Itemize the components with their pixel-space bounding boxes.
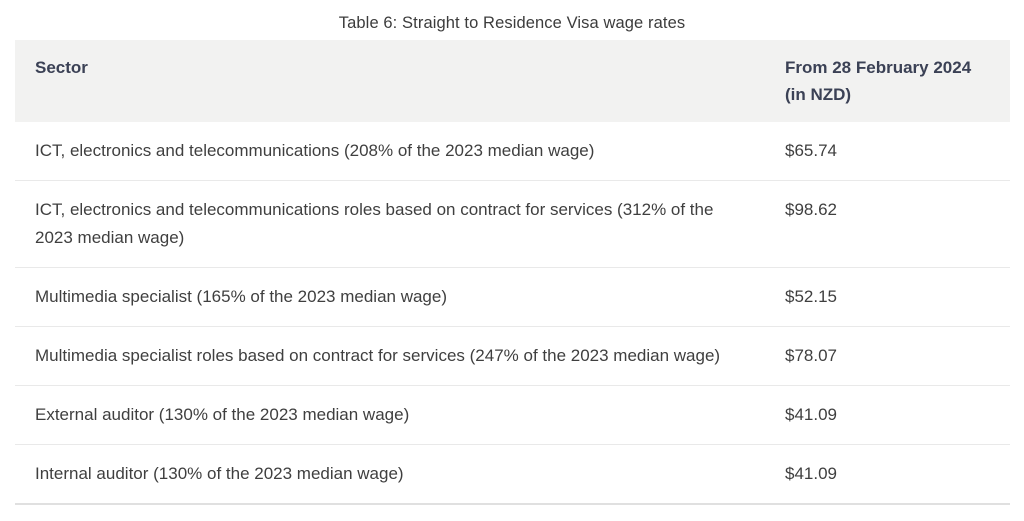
table-row: External auditor (130% of the 2023 media… bbox=[15, 385, 1010, 445]
table-row: Multimedia specialist roles based on con… bbox=[15, 326, 1010, 386]
sector-cell: External auditor (130% of the 2023 media… bbox=[15, 385, 765, 445]
table-caption: Table 6: Straight to Residence Visa wage… bbox=[338, 14, 686, 32]
sector-cell: ICT, electronics and telecommunications … bbox=[35, 141, 595, 160]
column-header-rate: From 28 February 2024 (in NZD) bbox=[765, 40, 1010, 122]
sector-cell: ICT, electronics and telecommunications … bbox=[15, 180, 765, 268]
table-row: ICT, electronics and telecommunications … bbox=[15, 122, 1010, 181]
wage-rates-table: Sector From 28 February 2024 (in NZD) IC… bbox=[15, 40, 1010, 505]
table-row: Multimedia specialist (165% of the 2023 … bbox=[15, 267, 1010, 327]
sector-cell: Multimedia specialist (165% of the 2023 … bbox=[15, 267, 765, 327]
column-header-sector: Sector bbox=[15, 40, 765, 122]
rate-cell: $98.62 bbox=[765, 180, 1010, 268]
rate-cell: $65.74 bbox=[785, 141, 837, 160]
table-row: ICT, electronics and telecommunications … bbox=[15, 180, 1010, 268]
table-header-row: Sector From 28 February 2024 (in NZD) bbox=[15, 40, 1010, 122]
rate-cell: $41.09 bbox=[765, 385, 1010, 445]
table-row: Internal auditor (130% of the 2023 media… bbox=[15, 444, 1010, 504]
sector-cell: Multimedia specialist roles based on con… bbox=[15, 326, 765, 386]
rate-cell: $41.09 bbox=[765, 444, 1010, 504]
rate-cell: $52.15 bbox=[765, 267, 1010, 327]
rate-cell: $78.07 bbox=[765, 326, 1010, 386]
sector-cell: Internal auditor (130% of the 2023 media… bbox=[15, 444, 765, 504]
